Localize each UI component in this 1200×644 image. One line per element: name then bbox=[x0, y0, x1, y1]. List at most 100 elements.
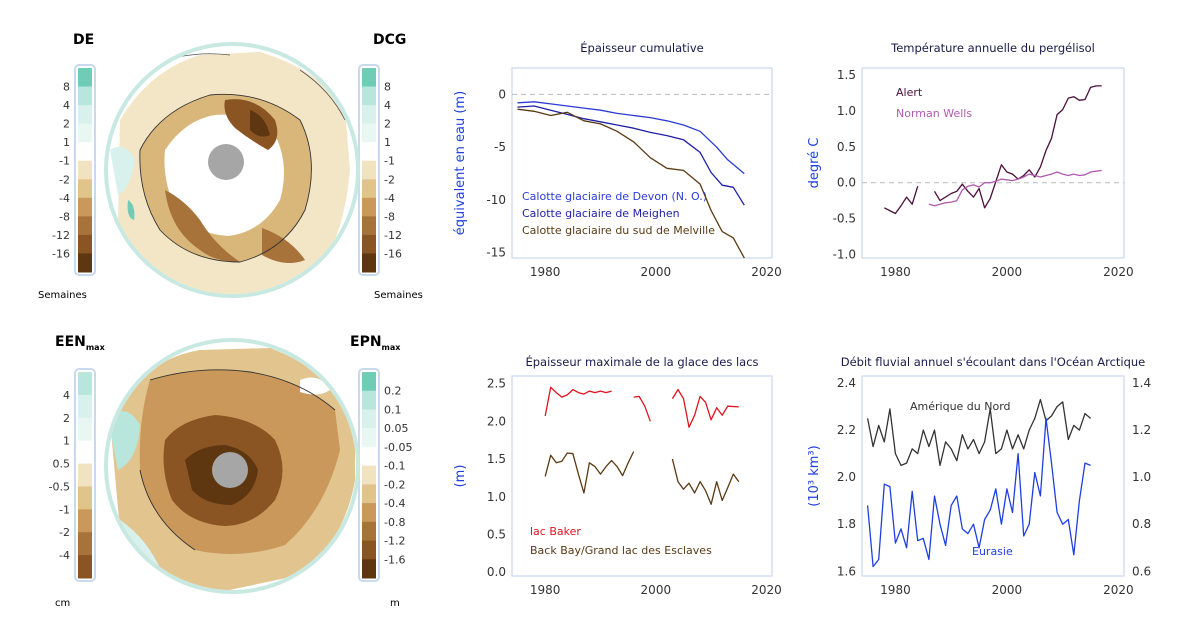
chart-title: Épaisseur maximale de la glace des lacs bbox=[525, 354, 758, 369]
series-line bbox=[517, 105, 745, 206]
colorbar-tick-label: -0.8 bbox=[384, 516, 405, 529]
colorbar-swatch bbox=[78, 253, 92, 273]
colorbar-swatch bbox=[362, 234, 376, 254]
legend-label: lac Baker bbox=[530, 525, 581, 538]
colorbar-swatch bbox=[78, 86, 92, 106]
colorbar-swatch bbox=[78, 234, 92, 254]
y-tick-label: -0.5 bbox=[833, 212, 856, 226]
plot-frame bbox=[861, 375, 1125, 577]
colorbar-swatch bbox=[362, 540, 376, 560]
x-tick-label: 2020 bbox=[1103, 265, 1134, 279]
y-right-tick-label: 1.0 bbox=[1132, 470, 1151, 484]
map1-left-unit: Semaines bbox=[38, 290, 87, 301]
colorbar-swatch bbox=[78, 68, 92, 88]
series-line bbox=[933, 85, 1102, 209]
y-tick-label: 2.0 bbox=[837, 470, 856, 484]
colorbar-tick-label: -12 bbox=[384, 229, 402, 242]
colorbar-swatch bbox=[362, 105, 376, 125]
chart-river-discharge: Débit fluvial annuel s'écoulant dans l'O… bbox=[807, 355, 1151, 597]
colorbar-tick-label: -0.1 bbox=[384, 460, 405, 473]
colorbar-swatch bbox=[362, 216, 376, 236]
colorbar-swatch bbox=[362, 68, 376, 88]
colorbar-tick-label: -2 bbox=[59, 173, 70, 186]
y-tick-label: -5 bbox=[494, 140, 506, 154]
colorbar-tick-label: -1.6 bbox=[384, 553, 405, 566]
colorbar-tick-label: -12 bbox=[52, 229, 70, 242]
y-tick-label: 0.5 bbox=[487, 527, 506, 541]
y-tick-label: 1.0 bbox=[837, 104, 856, 118]
map1-right-label: DCG bbox=[373, 32, 406, 48]
colorbar-tick-label: 8 bbox=[384, 81, 391, 94]
legend-label: Amérique du Nord bbox=[910, 400, 1011, 413]
y-axis-label: degré C bbox=[807, 138, 822, 189]
colorbar-swatch bbox=[78, 532, 92, 556]
colorbar-swatch bbox=[362, 446, 376, 467]
series-line bbox=[633, 395, 651, 422]
colorbar-tick-label: -0.4 bbox=[384, 497, 405, 510]
y-tick-label: 2.4 bbox=[837, 376, 856, 390]
legend-label: Calotte glaciaire de Meighen bbox=[522, 207, 680, 220]
y-right-tick-label: 0.8 bbox=[1132, 517, 1151, 531]
y-tick-label: 1.6 bbox=[837, 564, 856, 578]
colorbar-tick-label: -4 bbox=[59, 549, 70, 562]
x-tick-label: 1980 bbox=[880, 583, 911, 597]
map2-right-colorbar: 0.2 0.1 0.05 -0.05 -0.1 -0.2 -0.4 -0.8 -1.2 -1.6 bbox=[358, 368, 412, 582]
colorbar-swatch bbox=[362, 428, 376, 448]
map2-left-unit: cm bbox=[55, 598, 70, 609]
map2-right-label: EPNmax bbox=[350, 334, 401, 352]
colorbar-swatch bbox=[78, 372, 92, 396]
colorbar-tick-label: -4 bbox=[384, 192, 395, 205]
y-axis-label: équivalent en eau (m) bbox=[453, 91, 468, 235]
x-tick-label: 2020 bbox=[751, 265, 782, 279]
colorbar-swatch bbox=[362, 253, 376, 273]
colorbar-swatch bbox=[362, 197, 376, 217]
colorbar-tick-label: 4 bbox=[384, 99, 391, 112]
x-tick-label: 2000 bbox=[641, 265, 672, 279]
colorbar-swatch bbox=[78, 105, 92, 125]
series-line bbox=[671, 458, 740, 505]
colorbar-tick-label: -0.5 bbox=[49, 480, 70, 493]
y-tick-label: -10 bbox=[486, 193, 506, 207]
y-tick-label: 2.2 bbox=[837, 423, 856, 437]
chart-ice-caps: Épaisseur cumulative 1980 2000 2020 0 -5 -10 -1… bbox=[453, 40, 782, 279]
colorbar-swatch bbox=[78, 216, 92, 236]
map2-right-unit: m bbox=[390, 598, 400, 609]
y-tick-label: 1.5 bbox=[487, 452, 506, 466]
plot-frame bbox=[511, 67, 773, 259]
colorbar-tick-label: -0.2 bbox=[384, 478, 405, 491]
map1-right-unit: Semaines bbox=[374, 290, 423, 301]
map-panel-2: EENmax EPNmax 4 2 1 0.5 -0.5 -1 -2 -4 0.2 0.1 0.0… bbox=[49, 334, 413, 609]
colorbar-swatch bbox=[78, 160, 92, 180]
colorbar-tick-label: -2 bbox=[384, 173, 395, 186]
colorbar-tick-label: 2 bbox=[384, 118, 391, 131]
colorbar-swatch bbox=[78, 486, 92, 510]
colorbar-tick-label: -16 bbox=[384, 247, 402, 260]
x-tick-label: 2020 bbox=[751, 583, 782, 597]
colorbar-swatch bbox=[78, 142, 92, 162]
colorbar-swatch bbox=[78, 123, 92, 143]
y-axis-label: (m) bbox=[453, 465, 468, 488]
colorbar-swatch bbox=[78, 440, 92, 465]
legend-label: Back Bay/Grand lac des Esclaves bbox=[530, 544, 712, 557]
colorbar-tick-label: 0.1 bbox=[384, 403, 402, 416]
colorbar-swatch bbox=[78, 555, 92, 579]
colorbar-tick-label: -2 bbox=[59, 526, 70, 539]
y-right-tick-label: 1.4 bbox=[1132, 376, 1151, 390]
y-tick-label: 2.5 bbox=[487, 377, 506, 391]
colorbar-tick-label: 4 bbox=[63, 99, 70, 112]
colorbar-tick-label: 1 bbox=[63, 435, 70, 448]
series-line bbox=[517, 101, 745, 175]
series-line bbox=[671, 388, 739, 428]
chart-permafrost: Température annuelle du pergélisol 1980 20… bbox=[807, 41, 1134, 279]
y-axis-label: (10³ km³) bbox=[807, 445, 822, 506]
x-tick-label: 2000 bbox=[641, 583, 672, 597]
colorbar-tick-label: 1 bbox=[384, 136, 391, 149]
y-tick-label: 2.0 bbox=[487, 414, 506, 428]
map1-right-colorbar: 8 4 2 1 -1 -2 -4 -8 -12 -16 bbox=[358, 64, 402, 276]
colorbar-tick-label: 2 bbox=[63, 118, 70, 131]
colorbar-tick-label: -1.2 bbox=[384, 535, 405, 548]
y-tick-label: 1.8 bbox=[837, 517, 856, 531]
colorbar-swatch bbox=[362, 123, 376, 143]
colorbar-swatch bbox=[78, 509, 92, 533]
